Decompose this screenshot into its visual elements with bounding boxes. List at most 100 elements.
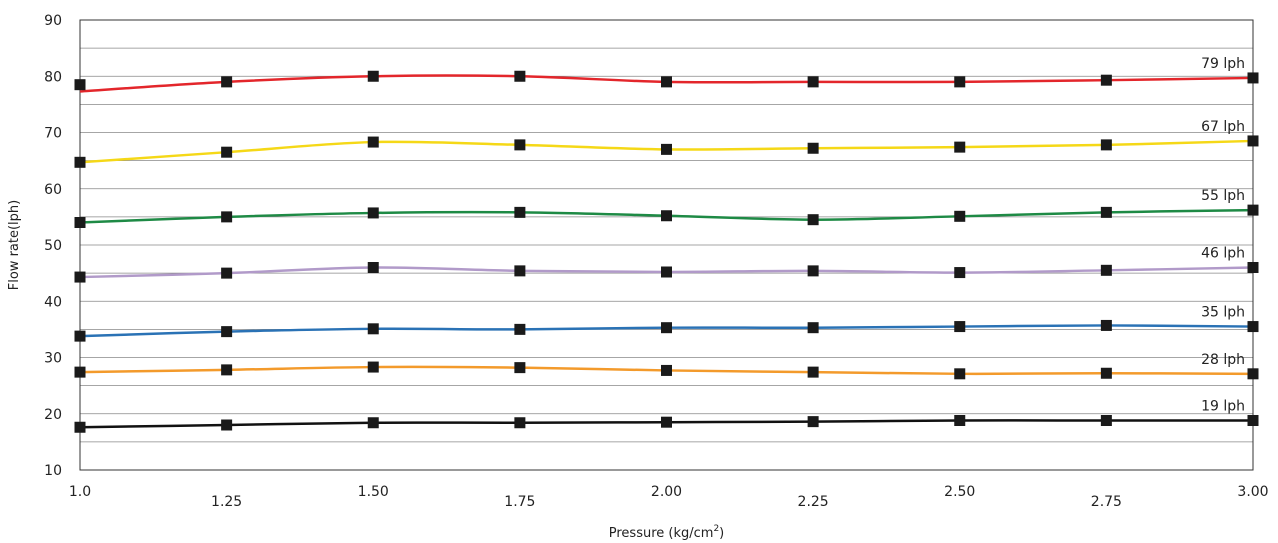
y-axis-ticks: 10 20 30 40 50 60 70 80 90 <box>44 13 62 479</box>
data-marker <box>367 70 379 82</box>
x-tick-label: 1.50 <box>358 484 389 500</box>
y-tick-label: 20 <box>44 407 62 423</box>
series-label: 28 lph <box>1201 352 1245 368</box>
data-marker <box>74 79 86 91</box>
data-marker <box>514 139 526 151</box>
data-marker <box>807 76 819 88</box>
y-tick-label: 40 <box>44 294 62 310</box>
data-marker <box>221 76 233 88</box>
data-marker <box>1247 72 1259 84</box>
data-marker <box>74 366 86 378</box>
data-marker <box>954 368 966 380</box>
data-marker <box>1247 204 1259 216</box>
y-tick-label: 50 <box>44 238 62 254</box>
x-tick-label: 3.00 <box>1237 484 1268 500</box>
x-tick-label: 2.50 <box>944 484 975 500</box>
data-marker <box>514 206 526 218</box>
data-marker <box>661 322 672 334</box>
y-tick-label: 80 <box>44 69 62 85</box>
data-marker <box>661 210 672 222</box>
data-marker <box>367 136 379 148</box>
data-marker <box>954 141 966 153</box>
data-marker <box>661 76 672 88</box>
data-marker <box>807 322 819 334</box>
x-tick-label: 1.0 <box>69 484 91 500</box>
data-marker <box>1100 319 1112 331</box>
data-marker <box>221 326 233 338</box>
data-marker <box>1100 264 1112 276</box>
data-marker <box>954 76 966 88</box>
data-marker <box>661 143 672 155</box>
data-marker <box>807 416 819 428</box>
data-marker <box>1247 321 1259 333</box>
series-markers <box>74 70 1259 433</box>
series-labels: 79 lph 67 lph 55 lph 46 lph 35 lph 28 lph 19 l… <box>1201 56 1245 415</box>
data-marker <box>661 364 672 376</box>
data-marker <box>221 364 233 376</box>
series-label: 46 lph <box>1201 246 1245 262</box>
data-marker <box>1247 262 1259 273</box>
y-axis-title: Flow rate(lph) <box>7 200 22 290</box>
data-marker <box>367 262 379 273</box>
data-marker <box>954 210 966 222</box>
data-marker <box>221 146 233 158</box>
data-marker <box>514 362 526 374</box>
data-marker <box>221 267 233 279</box>
data-marker <box>1247 415 1259 426</box>
x-axis-title: Pressure (kg/cm2) <box>609 524 725 541</box>
data-marker <box>221 419 233 431</box>
x-axis-title-superscript: 2 <box>713 524 719 534</box>
data-marker <box>807 265 819 277</box>
x-tick-label: 1.25 <box>211 494 242 510</box>
data-marker <box>954 267 966 279</box>
data-marker <box>1100 415 1112 426</box>
y-tick-label: 60 <box>44 182 62 198</box>
data-marker <box>954 415 966 426</box>
data-marker <box>1100 367 1112 379</box>
plot-frame <box>79 19 1254 471</box>
y-tick-label: 90 <box>44 13 62 29</box>
data-marker <box>221 211 233 223</box>
x-axis-ticks: 1.0 1.25 1.50 1.75 2.00 2.25 2.50 2.75 3.00 <box>69 484 1269 510</box>
data-marker <box>367 207 379 219</box>
x-tick-label: 2.75 <box>1091 494 1122 510</box>
series-label: 55 lph <box>1201 188 1245 204</box>
series-label: 67 lph <box>1201 119 1245 135</box>
x-tick-label: 2.00 <box>651 484 682 500</box>
data-marker <box>514 417 526 429</box>
y-tick-label: 70 <box>44 126 62 142</box>
data-marker <box>1100 74 1112 86</box>
y-tick-label: 30 <box>44 351 62 367</box>
data-marker <box>74 156 86 168</box>
series-label: 79 lph <box>1201 56 1245 72</box>
x-tick-label: 2.25 <box>798 494 829 510</box>
data-marker <box>74 217 86 228</box>
data-marker <box>1247 368 1259 380</box>
x-axis-title-suffix: ) <box>719 526 724 541</box>
data-marker <box>514 70 526 82</box>
data-marker <box>367 361 379 373</box>
data-marker <box>367 323 379 335</box>
data-marker <box>1100 139 1112 151</box>
data-marker <box>1100 206 1112 218</box>
data-marker <box>514 265 526 277</box>
data-marker <box>1247 135 1259 147</box>
data-marker <box>74 330 86 342</box>
y-tick-label: 10 <box>44 463 62 479</box>
data-marker <box>367 417 379 429</box>
x-tick-label: 1.75 <box>504 494 535 510</box>
data-marker <box>807 214 819 226</box>
series-label: 35 lph <box>1201 305 1245 321</box>
data-marker <box>807 366 819 378</box>
data-marker <box>954 321 966 333</box>
data-marker <box>514 323 526 335</box>
x-axis-title-main: Pressure (kg/cm <box>609 526 714 541</box>
grid-lines <box>80 19 1253 471</box>
data-marker <box>74 421 86 433</box>
data-marker <box>74 271 86 283</box>
data-marker <box>661 266 672 278</box>
data-marker <box>661 416 672 428</box>
series-label: 19 lph <box>1201 399 1245 415</box>
